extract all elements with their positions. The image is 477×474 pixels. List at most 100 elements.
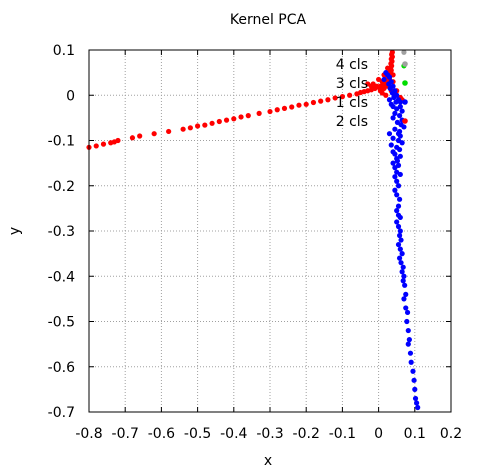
y-tick-label: 0 [66,88,75,104]
data-point [395,183,402,189]
data-point [395,241,402,248]
data-point [392,110,398,116]
x-tick-label: -0.6 [148,426,175,442]
data-point [391,94,397,101]
data-point [303,101,309,107]
legend-label: 1 cls [336,95,368,111]
data-point [415,404,421,411]
data-points [86,49,421,411]
data-point [100,141,107,147]
y-tick-label: -0.4 [48,269,75,285]
x-tick-label: 0.1 [404,426,426,442]
data-point [397,153,403,159]
data-point [394,178,400,184]
data-point [396,196,403,202]
data-point [231,116,237,122]
data-point [395,131,402,137]
data-point [397,214,403,221]
y-tick-label: -0.2 [48,179,75,195]
data-point [93,143,99,149]
data-point [318,98,324,104]
data-point [412,386,418,392]
legend-marker [402,61,408,67]
data-point [386,81,392,87]
data-point [392,187,398,193]
x-tick-label: -0.8 [75,426,102,442]
data-point [399,251,405,257]
data-point [166,128,172,135]
data-point [365,81,371,87]
data-point [216,118,222,125]
data-point [399,140,405,146]
data-point [386,74,393,80]
data-point [386,97,393,103]
data-point [401,124,407,130]
y-tick-label: -0.7 [48,405,75,421]
data-point [381,76,387,83]
data-point [403,305,409,311]
data-point [137,133,143,139]
data-point [395,223,402,230]
y-tick-label: -0.6 [48,360,75,376]
data-point [390,160,396,166]
data-point [339,94,345,100]
data-point [398,237,404,243]
legend-label: 4 cls [336,57,368,73]
data-point [397,99,403,105]
legend-label: 3 cls [336,76,368,92]
y-tick-label: -0.3 [48,224,75,240]
data-point [394,219,400,225]
x-tick-label: -0.5 [184,426,211,442]
data-point [281,105,288,111]
data-point [394,208,400,214]
data-point [410,368,416,374]
data-point [195,123,201,129]
data-point [392,165,398,171]
data-point [151,131,157,137]
y-axis-label: y [7,227,23,235]
data-point [267,108,273,115]
data-point [398,260,404,266]
x-tick-label: 0 [374,426,383,442]
y-tick-label: -0.1 [48,134,75,150]
data-point [389,49,395,55]
data-point [393,99,399,105]
x-axis-label: x [264,453,272,469]
data-point [296,102,302,108]
data-point [274,107,280,113]
plot-frame [88,49,452,413]
data-point [394,158,401,164]
data-point [405,327,411,334]
data-point [389,90,395,96]
x-tick-label: -0.4 [220,426,247,442]
data-point [397,228,403,234]
y-tick-label: 0.1 [53,43,75,59]
x-tick-labels: -0.8 -0.7 -0.6 -0.5 -0.4 -0.3 -0.2 -0.1 0 0.1 0.2 [75,426,462,442]
data-point [289,104,295,110]
x-tick-label: -0.1 [329,426,356,442]
data-point [386,131,393,137]
legend: 4 cls 3 cls 1 cls 2 cls [336,57,408,130]
data-point [388,142,394,148]
data-point [404,309,411,316]
data-point [379,90,385,96]
legend-marker [402,99,408,105]
data-point [405,341,411,347]
y-tick-labels: 0.1 0 -0.1 -0.2 -0.3 -0.4 -0.5 -0.6 -0.7 [48,43,75,421]
data-point [401,273,407,279]
data-point [414,400,420,406]
chart-title: Kernel PCA [230,12,307,28]
data-point [392,151,398,157]
data-point [400,278,406,284]
data-point [402,282,408,288]
data-point [399,269,405,275]
data-point [396,146,403,153]
data-point [399,108,405,114]
data-point [392,174,398,180]
data-point [396,113,403,119]
data-point [209,120,215,126]
y-tick-label: -0.5 [48,315,75,331]
data-point [129,135,136,141]
legend-marker [402,80,408,86]
data-point [397,171,403,178]
